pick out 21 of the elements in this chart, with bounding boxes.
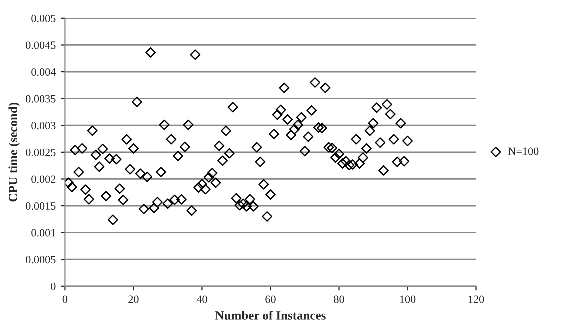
- x-tick-label: 80: [334, 296, 344, 304]
- x-tick-label: 0: [62, 296, 68, 304]
- y-axis-title: CPU time (second): [8, 102, 20, 202]
- y-tick-label: 0.003: [32, 122, 56, 130]
- x-tick-label: 100: [400, 296, 416, 304]
- y-tick-label: 0.005: [32, 14, 56, 22]
- y-tick-label: 0.004: [32, 68, 56, 76]
- y-tick-label: 0: [51, 282, 56, 290]
- legend-label: N=100: [508, 148, 539, 156]
- y-tick-label: 0.0005: [26, 256, 56, 264]
- x-tick-label: 20: [128, 296, 139, 304]
- y-tick-label: 0.0015: [26, 202, 56, 210]
- y-tick-label: 0.002: [32, 176, 56, 184]
- y-tick-label: 0.0035: [26, 95, 56, 103]
- x-tick-label: 60: [266, 296, 276, 304]
- x-axis-title: Number of Instances: [216, 310, 326, 320]
- x-tick-label: 120: [468, 296, 484, 304]
- y-tick-label: 0.0025: [26, 148, 56, 156]
- x-tick-label: 40: [196, 296, 208, 304]
- y-tick-label: 0.0045: [26, 42, 56, 50]
- y-tick-label: 0.001: [32, 229, 56, 237]
